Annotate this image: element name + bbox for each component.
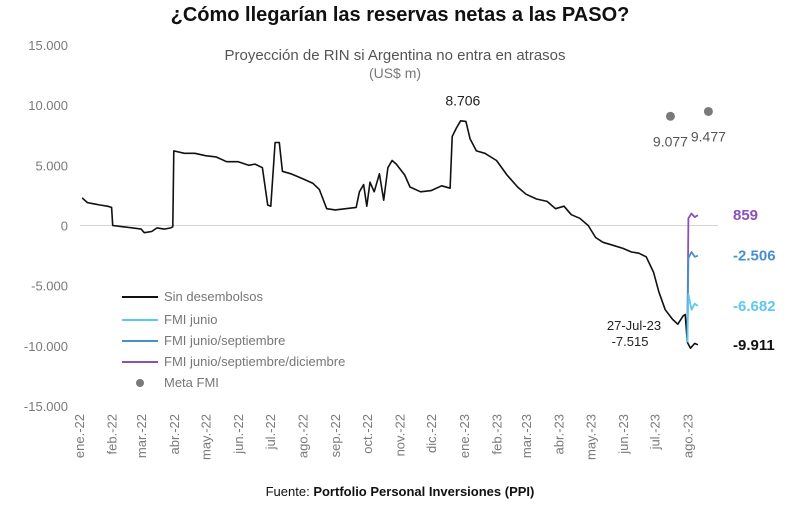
peak-label: 8.706: [445, 93, 480, 109]
meta-point: [703, 106, 713, 116]
x-tick-label: abr.-22: [167, 414, 182, 454]
x-tick-label: abr.-23: [552, 414, 567, 454]
y-tick-label: 0: [61, 219, 68, 234]
x-tick-label: may.-23: [583, 414, 598, 460]
y-tick-label: -15.000: [24, 399, 68, 414]
meta-point-label: 9.477: [691, 128, 726, 144]
legend-swatch: [136, 379, 144, 387]
x-tick-label: ene.-23: [457, 414, 472, 458]
meta-point: [665, 111, 675, 121]
x-tick-label: oct.-22: [360, 414, 375, 454]
date-annotation: 27-Jul-23: [607, 318, 661, 333]
y-tick-label: 10.000: [28, 98, 68, 113]
y-tick-label: -10.000: [24, 339, 68, 354]
date-annotation-value: -7.515: [612, 334, 649, 349]
series-line: [81, 120, 699, 350]
y-tick-label: -5.000: [31, 279, 68, 294]
x-tick-label: jun.-22: [231, 414, 246, 455]
end-value-label: -9.911: [733, 337, 775, 354]
y-tick-label: 5.000: [35, 158, 68, 173]
legend-label: FMI junio/septiembre: [164, 333, 285, 348]
legend-label: FMI junio: [164, 312, 217, 327]
chart-unit: (US$ m): [369, 65, 421, 81]
x-tick-label: ago.-22: [296, 414, 311, 458]
x-tick-label: ago.-23: [680, 414, 695, 458]
series-line: [686, 293, 699, 343]
series-line: [686, 251, 699, 343]
x-tick-label: ene.-22: [72, 414, 87, 458]
legend-label: Meta FMI: [164, 375, 219, 390]
x-tick-label: nov.-22: [393, 414, 408, 456]
x-tick-label: sep.-22: [328, 414, 343, 457]
end-value-label: -2.506: [733, 248, 776, 265]
footer-prefix: Fuente:: [265, 484, 314, 499]
end-value-label: -6.682: [733, 298, 776, 315]
x-tick-label: mar.-23: [519, 414, 534, 458]
legend-label: Sin desembolsos: [164, 289, 263, 304]
x-tick-label: feb.-23: [490, 414, 505, 454]
y-tick-label: 15.000: [28, 38, 68, 53]
footer-source: Fuente: Portfolio Personal Inversiones (…: [0, 484, 800, 499]
x-tick-label: jul.-23: [648, 414, 663, 450]
x-tick-label: may.-22: [199, 414, 214, 460]
footer-source-name: Portfolio Personal Inversiones (PPI): [313, 484, 535, 499]
x-tick-label: feb.-22: [105, 414, 120, 454]
meta-point-label: 9.077: [653, 133, 688, 149]
end-value-label: 859: [733, 207, 758, 224]
legend-label: FMI junio/septiembre/diciembre: [164, 354, 345, 369]
chart-title: ¿Cómo llegarían las reservas netas a las…: [170, 4, 630, 26]
x-tick-label: dic.-22: [424, 414, 439, 453]
x-tick-label: jun.-23: [616, 414, 631, 455]
x-tick-label: mar.-22: [134, 414, 149, 458]
x-tick-label: jul.-22: [263, 414, 278, 450]
chart-subtitle: Proyección de RIN si Argentina no entra …: [224, 47, 565, 64]
